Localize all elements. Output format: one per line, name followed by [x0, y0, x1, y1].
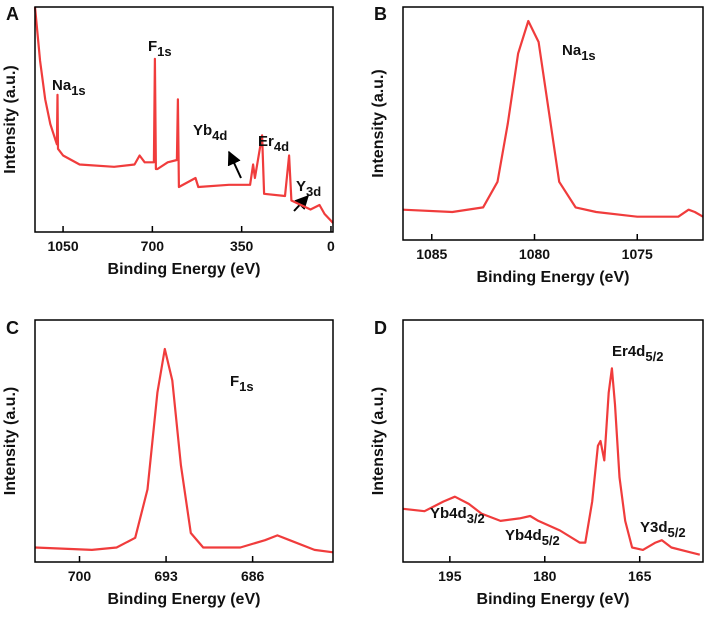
- x-axis-label: Binding Energy (eV): [108, 261, 261, 278]
- annotation-text: Yb: [193, 122, 212, 139]
- annotation-text: Yb4d: [505, 527, 542, 544]
- annotation-text: Er: [258, 133, 274, 150]
- peak-annotation: Na1s: [562, 42, 596, 63]
- annotation-text: Na: [562, 42, 582, 59]
- x-tick-label: 165: [628, 568, 652, 584]
- spectrum-line: [34, 347, 334, 554]
- panel-letter: A: [6, 4, 19, 24]
- annotation-subscript: 3d: [306, 184, 321, 199]
- x-tick-label: 1050: [47, 238, 78, 254]
- spectrum-line: [402, 367, 701, 556]
- annotation-text: F: [148, 38, 157, 55]
- annotation-subscript: 1s: [71, 83, 85, 98]
- x-tick-label: 180: [533, 568, 557, 584]
- annotation-subscript: 3/2: [467, 511, 485, 526]
- panel-letter: C: [6, 318, 19, 338]
- peak-annotation: Er4d5/2: [612, 343, 663, 364]
- x-tick-label: 686: [241, 568, 265, 584]
- peak-annotation: F1s: [148, 38, 172, 59]
- annotation-text: Y: [296, 178, 306, 195]
- annotation-text: Y3d: [640, 519, 668, 536]
- x-tick-label: 1085: [416, 246, 447, 262]
- spectrum-line: [402, 19, 704, 218]
- x-axis-label: Binding Energy (eV): [477, 269, 630, 286]
- peak-annotation: Er4d: [258, 133, 289, 154]
- plot-frame: [34, 6, 334, 233]
- y-axis-label: Intensity (a.u.): [370, 387, 387, 495]
- annotation-text: F: [230, 373, 239, 390]
- peak-annotation: Na1s: [52, 77, 86, 98]
- plot-frame: [402, 319, 704, 563]
- peak-annotation: Y3d: [296, 178, 321, 199]
- x-tick-label: 1075: [622, 246, 653, 262]
- annotation-subscript: 5/2: [645, 349, 663, 364]
- annotation-subscript: 1s: [581, 48, 595, 63]
- plot-frame: [34, 319, 334, 563]
- x-tick-label: 350: [230, 238, 254, 254]
- annotation-subscript: 4d: [212, 128, 227, 143]
- annotation-subscript: 5/2: [668, 525, 686, 540]
- annotation-text: Er4d: [612, 343, 645, 360]
- peak-annotation: Yb4d5/2: [505, 527, 560, 548]
- annotation-subscript: 5/2: [542, 533, 560, 548]
- arrow: [227, 150, 242, 179]
- x-tick-label: 693: [154, 568, 178, 584]
- x-tick-label: 700: [68, 568, 92, 584]
- x-axis-label: Binding Energy (eV): [108, 591, 261, 608]
- y-axis-label: Intensity (a.u.): [2, 65, 19, 173]
- panel-letter: B: [374, 4, 387, 24]
- annotation-text: Yb4d: [430, 505, 467, 522]
- annotation-subscript: 1s: [239, 379, 253, 394]
- annotation-subscript: 4d: [274, 139, 289, 154]
- x-tick-label: 195: [438, 568, 462, 584]
- peak-annotation: F1s: [230, 373, 254, 394]
- panel-letter: D: [374, 318, 387, 338]
- annotation-subscript: 1s: [157, 44, 171, 59]
- x-tick-label: 0: [327, 238, 335, 254]
- peak-annotation: Yb4d3/2: [430, 505, 485, 526]
- annotation-text: Na: [52, 77, 72, 94]
- peak-annotation: Yb4d: [193, 122, 227, 143]
- arrow: [293, 194, 309, 212]
- x-tick-label: 1080: [519, 246, 550, 262]
- plot-frame: [402, 6, 704, 241]
- peak-annotation: Y3d5/2: [640, 519, 686, 540]
- y-axis-label: Intensity (a.u.): [370, 69, 387, 177]
- y-axis-label: Intensity (a.u.): [2, 387, 19, 495]
- x-tick-label: 700: [141, 238, 165, 254]
- x-axis-label: Binding Energy (eV): [477, 591, 630, 608]
- spectrum-line: [33, 6, 334, 224]
